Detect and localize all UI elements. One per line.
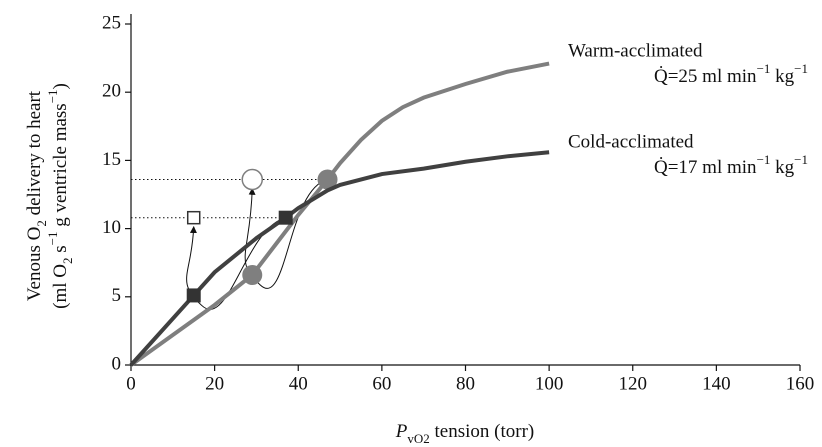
y-axis-label-part: −1 bbox=[45, 232, 60, 246]
y-axis-label-part: delivery to heart bbox=[24, 90, 45, 220]
series-line bbox=[129, 150, 550, 367]
y-tick-label: 25 bbox=[102, 12, 121, 33]
x-tick-label: 20 bbox=[205, 373, 224, 394]
y-axis-label: (ml O2 s−1 g ventricle mass−1) bbox=[45, 83, 75, 309]
x-axis-label-part: tension (torr) bbox=[430, 421, 534, 442]
x-tick-label: 80 bbox=[456, 373, 475, 394]
x-tick-label: 140 bbox=[702, 373, 731, 394]
y-axis-label: Venous O2 delivery to heart bbox=[24, 90, 49, 301]
y-axis-label-part: Venous O bbox=[24, 227, 45, 301]
x-tick-label: 100 bbox=[535, 373, 564, 394]
x-tick-label: 60 bbox=[372, 373, 391, 394]
x-axis-label-part: vO bbox=[407, 431, 423, 446]
series-flow-part: −1 bbox=[794, 61, 808, 76]
x-axis-label: PvO2 tension (torr) bbox=[395, 421, 534, 446]
marker bbox=[278, 210, 293, 225]
y-axis-label-part: ) bbox=[50, 83, 71, 89]
series-flow-part: −1 bbox=[757, 61, 771, 76]
open-marker bbox=[186, 210, 201, 225]
x-tick-label: 0 bbox=[126, 373, 136, 394]
open-marker bbox=[241, 168, 264, 191]
series-flow-part: −1 bbox=[794, 152, 808, 167]
y-axis-label-part: 2 bbox=[34, 220, 49, 227]
x-tick-label: 40 bbox=[289, 373, 308, 394]
series-flow-part: kg bbox=[770, 66, 794, 87]
series-flow-part: Q̇=17 ml min bbox=[654, 156, 757, 179]
series-flow: Q̇=25 ml min−1 kg−1 bbox=[654, 61, 808, 87]
y-tick-label: 5 bbox=[112, 285, 122, 306]
y-tick-label: 20 bbox=[102, 81, 121, 102]
x-axis-label-part: P bbox=[395, 421, 408, 442]
marker bbox=[186, 288, 201, 303]
series-flow: Q̇=17 ml min−1 kg−1 bbox=[654, 152, 808, 178]
y-tick-label: 0 bbox=[112, 353, 122, 374]
series-flow-part: −1 bbox=[757, 152, 771, 167]
y-axis-label-part: −1 bbox=[45, 89, 60, 103]
series-flow-part: kg bbox=[770, 157, 794, 178]
x-tick-label: 120 bbox=[619, 373, 648, 394]
marker bbox=[317, 169, 338, 190]
arrow bbox=[186, 217, 286, 310]
y-axis-label-part: g ventricle mass bbox=[50, 103, 71, 231]
series-line bbox=[129, 61, 550, 367]
y-axis-label-part: s bbox=[50, 245, 71, 257]
marker bbox=[242, 264, 263, 285]
y-tick-label: 15 bbox=[102, 149, 121, 170]
series-flow-part: Q̇=25 ml min bbox=[654, 65, 757, 88]
series-label: Warm-acclimated bbox=[568, 40, 703, 61]
x-tick-label: 160 bbox=[786, 373, 815, 394]
series-label: Cold-acclimated bbox=[568, 131, 694, 152]
y-tick-label: 10 bbox=[102, 217, 121, 238]
y-axis-label-part: (ml O bbox=[50, 264, 71, 309]
y-axis-label-part: 2 bbox=[60, 258, 75, 265]
x-axis-label-part: 2 bbox=[423, 431, 430, 446]
